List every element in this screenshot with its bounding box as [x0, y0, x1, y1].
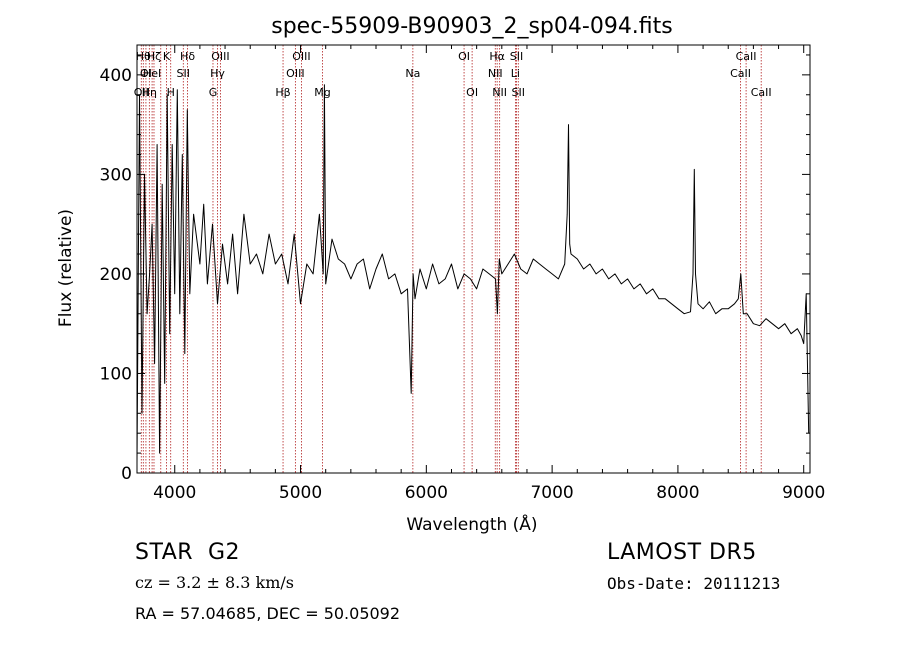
subclass: G2 [208, 540, 241, 565]
survey-name: LAMOST DR5 [607, 540, 757, 565]
line-label-8-2: H [167, 86, 175, 99]
line-label-20-2: OI [466, 86, 478, 99]
chart-title: spec-55909-B90903_2_sp04-094.fits [271, 14, 673, 39]
plot-frame [136, 44, 811, 474]
y-tick-label-2: 200 [100, 265, 132, 285]
x-tick-label-1: 5000 [279, 483, 322, 503]
redshift-line: cz = 3.2 ± 8.3 km/s [135, 573, 294, 592]
line-label-9-1: SII [177, 67, 190, 80]
line-label-17-2: Mg [314, 86, 330, 99]
y-tick-label-4: 400 [100, 66, 132, 86]
spectrum-line [136, 84, 810, 464]
line-label-3-2: Hη [142, 86, 157, 99]
line-label-18-1: Na [405, 67, 420, 80]
x-tick-label-5: 9000 [782, 483, 825, 503]
line-label-28-0: CaII [736, 50, 757, 63]
line-label-25-0: SII [510, 50, 523, 63]
line-label-2-1: OI [140, 67, 152, 80]
y-axis-label: Flux (relative) [56, 209, 76, 327]
line-label-19-0: OI [458, 50, 470, 63]
line-label-27-1: CaII [730, 67, 751, 80]
y-tick-label-3: 300 [100, 165, 132, 185]
x-axis-label: Wavelength (Å) [406, 513, 537, 535]
line-label-12-1: Hγ [210, 67, 225, 80]
line-label-22-0: Hα [489, 50, 505, 63]
line-label-29-2: CaII [751, 86, 772, 99]
line-label-14-2: Hβ [275, 86, 290, 99]
line-label-21-1: NII [488, 67, 503, 80]
line-label-10-0: Hδ [180, 50, 195, 63]
coordinates: RA = 57.04685, DEC = 50.05092 [135, 604, 401, 623]
x-tick-label-0: 4000 [153, 483, 196, 503]
line-label-23-2: NII [492, 86, 507, 99]
x-tick-label-4: 8000 [656, 483, 699, 503]
spectrum-series [136, 84, 810, 464]
line-label-4-1: HeI [143, 67, 161, 80]
line-label-1-0: Hθ [136, 50, 151, 63]
y-tick-label-0: 0 [121, 464, 132, 484]
line-label-24-1: Li [511, 67, 520, 80]
line-label-26-2: SII [512, 86, 525, 99]
line-label-11-2: G [209, 86, 218, 99]
line-label-15-1: OIII [286, 67, 304, 80]
line-label-16-0: OIII [292, 50, 310, 63]
y-tick-label-1: 100 [100, 364, 132, 384]
x-tick-label-3: 7000 [530, 483, 573, 503]
obs-date: Obs-Date: 20111213 [607, 574, 781, 593]
object-class: STAR [135, 540, 194, 565]
axes: 4000 5000 6000 7000 8000 9000 0 100 200 300 400 [100, 45, 825, 503]
line-label-5-0: Hζ [147, 50, 161, 63]
spectral-line-markers [140, 45, 762, 473]
x-tick-label-2: 6000 [405, 483, 448, 503]
line-label-7-0: K [163, 50, 171, 63]
line-label-13-0: OIII [211, 50, 229, 63]
